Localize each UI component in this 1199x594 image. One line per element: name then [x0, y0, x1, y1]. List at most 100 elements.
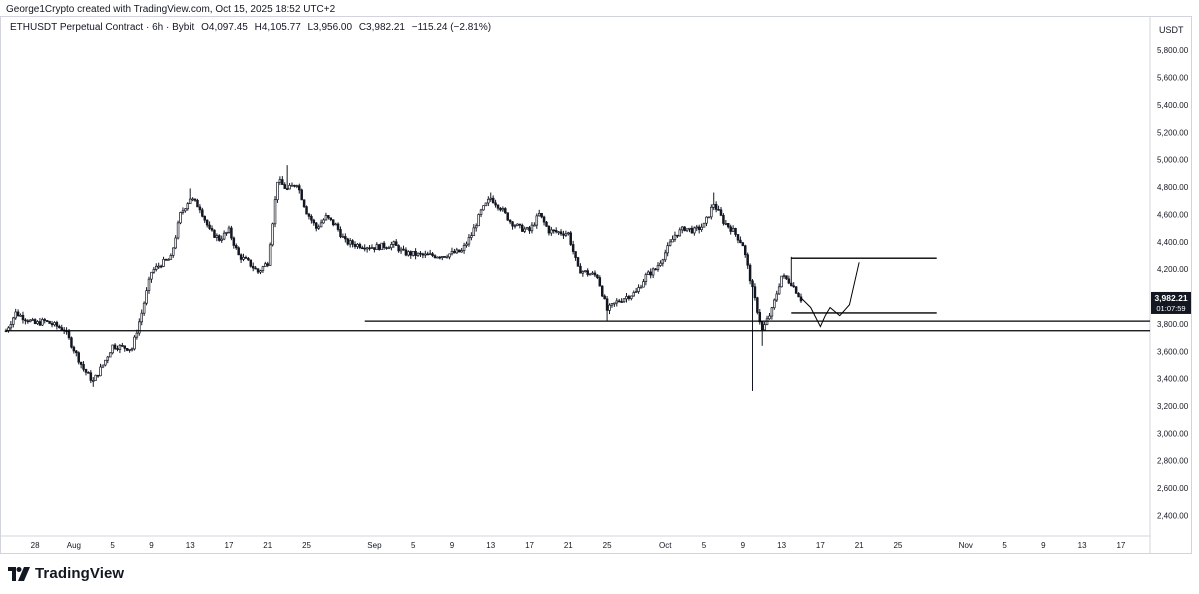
candle-body	[508, 219, 512, 223]
candle-body	[256, 268, 260, 273]
candle-body	[225, 232, 228, 234]
x-tick-label: 17	[816, 541, 825, 550]
candle-body	[186, 203, 190, 210]
candle-body	[174, 237, 177, 249]
candle-body	[416, 252, 420, 256]
candle-body	[130, 348, 134, 351]
y-tick-label: 2,600.00	[1157, 484, 1189, 493]
candle-body	[361, 247, 364, 250]
symbol-title[interactable]: ETHUSDT Perpetual Contract · 6h · Bybit	[10, 22, 195, 33]
candle-body	[220, 238, 223, 241]
candle-body	[610, 303, 614, 306]
candle-body	[92, 380, 95, 382]
candle-body	[470, 235, 473, 238]
candle-body	[457, 249, 461, 253]
candle-body	[310, 215, 313, 221]
y-tick-label: 2,400.00	[1157, 511, 1189, 520]
candle-body	[133, 336, 136, 350]
candle-body	[535, 215, 539, 226]
candle-body	[421, 253, 425, 256]
candle-body	[254, 267, 257, 270]
candle-body	[797, 292, 800, 298]
candle-body	[777, 286, 781, 295]
candle-body	[264, 263, 267, 268]
candle-body	[16, 311, 20, 317]
candle-body	[319, 222, 323, 228]
candle-body	[394, 241, 398, 246]
candle-body	[399, 248, 403, 252]
x-tick-label: 9	[450, 541, 455, 550]
candle-body	[99, 366, 102, 377]
candle-body	[620, 301, 623, 303]
candle-body	[397, 245, 400, 252]
candle-body	[661, 259, 665, 264]
candle-body	[247, 258, 250, 261]
last-price-value: 3,982.21	[1154, 293, 1187, 303]
candle-body	[375, 244, 379, 250]
x-tick-label: 25	[893, 541, 902, 550]
candle-body	[232, 237, 236, 246]
candle-body	[261, 266, 265, 272]
candle-body	[521, 224, 524, 232]
candle-body	[455, 249, 459, 254]
candle-body	[734, 227, 737, 235]
candle-body	[404, 249, 408, 256]
tradingview-logo[interactable]: TradingView	[8, 565, 124, 582]
candle-body	[632, 292, 635, 297]
candle-body	[235, 245, 238, 249]
candle-body	[491, 197, 495, 204]
symbol-legend: ETHUSDT Perpetual Contract · 6h · Bybit …	[10, 22, 495, 33]
candle-body	[358, 243, 362, 249]
candle-body	[106, 356, 110, 361]
candle-body	[666, 245, 669, 254]
candle-body	[108, 352, 112, 358]
candle-body	[305, 206, 308, 215]
candle-body	[135, 332, 139, 338]
candle-body	[273, 199, 277, 225]
candle-body	[276, 181, 279, 201]
candle-body	[651, 268, 655, 276]
candle-body	[385, 247, 388, 249]
x-tick-label: 25	[302, 541, 311, 550]
candle-body	[659, 262, 662, 266]
candle-body	[727, 223, 730, 228]
candle-body	[479, 209, 483, 215]
candle-body	[690, 227, 694, 234]
y-tick-label: 5,200.00	[1157, 128, 1189, 137]
candle-body	[390, 244, 393, 249]
candle-body	[339, 229, 342, 237]
candle-body	[634, 291, 638, 293]
x-tick-label: Sep	[367, 541, 382, 550]
candle-body	[453, 250, 456, 254]
candle-body	[322, 219, 325, 224]
candle-body	[513, 225, 517, 227]
candle-body	[562, 233, 565, 236]
candle-body	[230, 227, 233, 239]
x-tick-label: 9	[1041, 541, 1046, 550]
candle-body	[542, 216, 546, 223]
candle-body	[668, 241, 672, 246]
candle-body	[584, 270, 587, 273]
candle-body	[341, 236, 345, 238]
y-tick-label: 5,000.00	[1157, 156, 1189, 165]
candle-body	[205, 219, 209, 226]
candle-body	[579, 265, 582, 274]
candle-body	[344, 236, 347, 240]
candle-body	[239, 254, 243, 260]
candle-body	[157, 265, 160, 268]
candle-body	[700, 226, 703, 230]
candle-body	[768, 315, 771, 320]
candle-body	[528, 227, 531, 232]
candle-body	[9, 324, 13, 329]
legend-high: H4,105.77	[254, 22, 301, 33]
y-tick-label: 4,200.00	[1157, 265, 1189, 274]
candle-body	[242, 256, 245, 260]
candle-body	[516, 223, 519, 226]
candle-body	[72, 346, 76, 352]
candle-body	[712, 204, 715, 208]
candle-body	[487, 198, 490, 204]
candle-body	[588, 273, 592, 276]
x-tick-label: Oct	[659, 541, 672, 550]
candle-body	[53, 322, 56, 326]
